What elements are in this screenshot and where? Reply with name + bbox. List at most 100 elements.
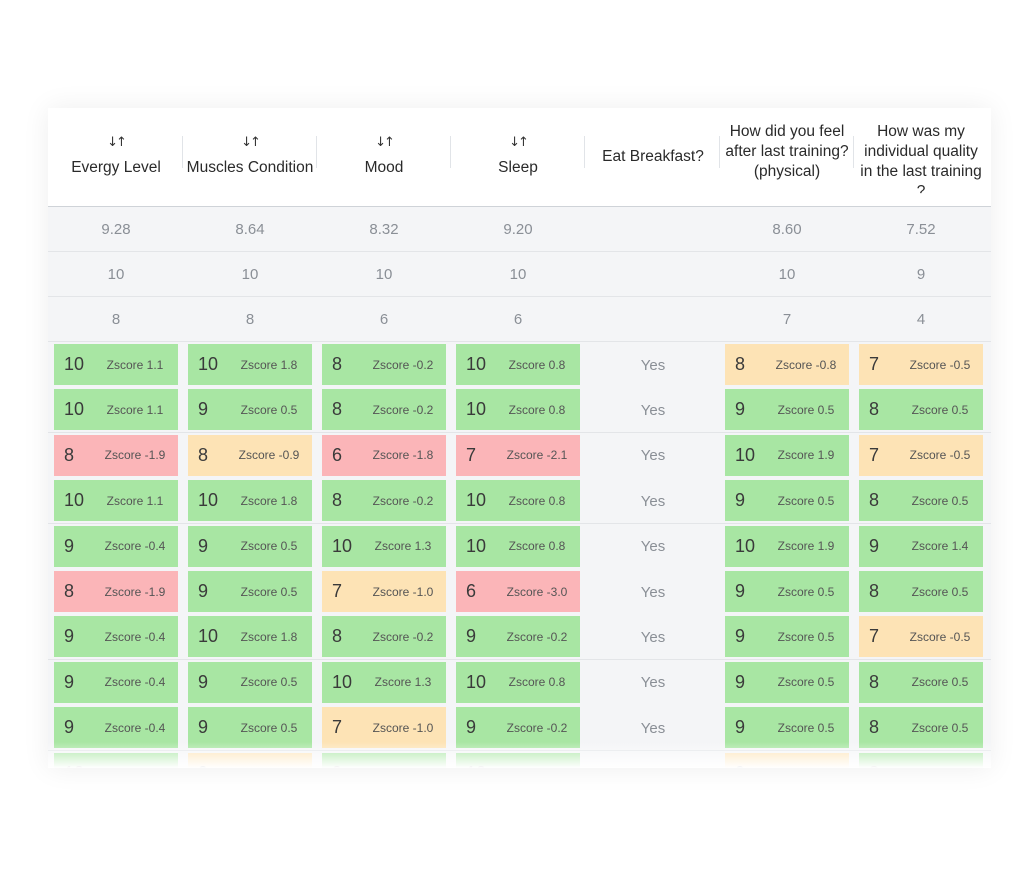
summary-cell: 10: [375, 266, 393, 283]
summary-cell: 8.60: [772, 221, 802, 238]
sort-arrows-icon[interactable]: ↓↑: [241, 135, 261, 150]
column-header[interactable]: ↓↑ Evergy Level: [49, 108, 183, 206]
column-divider: [316, 136, 317, 168]
breakfast-cell: Yes: [640, 674, 666, 692]
score-cell: 9 Zscore 0.5: [188, 571, 312, 612]
score-cell: 8 Zscore 0.5: [859, 480, 983, 522]
column-header: Eat Breakfast?: [586, 108, 720, 206]
score-value: 8: [198, 444, 209, 465]
zscore-label: Zscore 1.8: [240, 493, 298, 508]
column-header[interactable]: ↓↑ Muscles Condition: [183, 108, 317, 206]
summary-cell: 6: [513, 311, 523, 328]
table-header: ↓↑ Evergy Level ↓↑ Muscles Condition ↓↑ Mood ↓…: [48, 108, 991, 207]
score-cell: 7 Zscore -0.5: [859, 616, 983, 658]
score-cell: 9 Zscore -0.4: [54, 616, 178, 658]
score-cell: 9 Zscore 0.5: [725, 616, 849, 658]
score-cell: 8 Zscore -1.9: [54, 434, 178, 476]
zscore-label: Zscore 1.8: [240, 629, 298, 644]
score-cell: 8 Zscore -0.9: [188, 434, 312, 476]
score-value: 10: [332, 671, 353, 692]
score-value: 8: [869, 717, 880, 738]
column-header[interactable]: ↓↑ Sleep: [451, 108, 585, 206]
score-cell: 8 Zscore 0.5: [859, 661, 983, 703]
zscore-label: Zscore 0.8: [508, 402, 566, 417]
score-cell: 9 Zscore -0.4: [54, 661, 178, 703]
score-cell: 7 Zscore -0.5: [859, 344, 983, 385]
sort-arrows-icon[interactable]: ↓↑: [509, 135, 529, 150]
score-value: 9: [198, 581, 209, 601]
score-cell: 10 Zscore 1.8: [188, 344, 312, 385]
column-header[interactable]: ↓↑ Mood: [317, 108, 451, 206]
zscore-label: Zscore 0.5: [240, 720, 298, 735]
sort-arrows-icon[interactable]: ↓↑: [107, 135, 127, 150]
summary-cell: 8.64: [235, 221, 265, 238]
table-row: 10 Zscore 1.1 10 Zscore 1.8 8 Zscore -0.2 10 Zs…: [48, 478, 991, 525]
score-value: 10: [456, 763, 498, 768]
score-cell: 9 Zscore 0.5: [188, 525, 312, 567]
score-value: 9: [198, 717, 209, 738]
score-value: 8: [859, 763, 901, 768]
score-value: 8: [332, 626, 343, 647]
score-cell: 10: [456, 752, 580, 768]
score-value: 9: [466, 626, 477, 647]
score-cell: 10 Zscore 1.8: [188, 616, 312, 658]
zscore-label: Zscore 1.3: [374, 675, 432, 690]
zscore-label: Zscore -1.0: [372, 584, 434, 599]
score-value: 9: [198, 671, 209, 692]
score-value: 9: [64, 535, 75, 556]
score-value: 7: [332, 717, 343, 738]
zscore-label: Zscore -2.1: [506, 448, 568, 463]
score-cell: 10 Zscore 1.3: [322, 525, 446, 567]
zscore-label: Zscore -0.4: [104, 629, 166, 644]
table-row: 10 9 9 10 Yes 9 8: [48, 750, 991, 768]
table-row: 9 Zscore -0.4 9 Zscore 0.5 10 Zscore 1.3 10 Zsc…: [48, 523, 991, 570]
zscore-label: Zscore 0.8: [508, 357, 566, 372]
score-cell: 8 Zscore 0.5: [859, 571, 983, 612]
score-value: 9: [64, 671, 75, 692]
score-cell: 8 Zscore 0.5: [859, 389, 983, 431]
score-value: 9: [322, 763, 364, 768]
column-header-label: Sleep: [498, 159, 538, 176]
zscore-label: Zscore 0.5: [911, 675, 969, 690]
summary-row: 9.28 8.64 8.32 9.20 8.60 7.52: [48, 207, 991, 252]
score-cell: 9 Zscore 0.5: [725, 571, 849, 612]
score-value: 8: [332, 399, 343, 420]
score-value: 9: [64, 717, 75, 738]
score-cell: 9 Zscore 0.5: [725, 707, 849, 749]
column-header-label: Muscles Condition: [186, 159, 314, 176]
zscore-label: Zscore -0.2: [372, 402, 434, 417]
score-value: 10: [466, 399, 487, 420]
score-value: 10: [54, 763, 96, 768]
zscore-label: Zscore 0.5: [911, 493, 969, 508]
summary-cell: 7.52: [906, 221, 936, 238]
zscore-label: Zscore 1.4: [911, 539, 969, 554]
score-cell: 8 Zscore -0.2: [322, 389, 446, 431]
score-cell: 10 Zscore 1.9: [725, 525, 849, 567]
summary-cell: 4: [916, 311, 926, 328]
zscore-label: Zscore -1.9: [104, 584, 166, 599]
column-header: How was my individual quality in the las…: [854, 108, 988, 206]
score-cell: 9: [725, 752, 849, 768]
score-value: 10: [332, 535, 353, 556]
score-cell: 9 Zscore 0.5: [188, 661, 312, 703]
column-header: How did you feel after last training? (p…: [720, 108, 854, 206]
score-cell: 9: [188, 752, 312, 768]
score-cell: 10: [54, 752, 178, 768]
score-cell: 10 Zscore 0.8: [456, 661, 580, 703]
summary-cell: 10: [778, 266, 796, 283]
zscore-label: Zscore 1.1: [106, 357, 164, 372]
score-cell: 9 Zscore -0.4: [54, 707, 178, 749]
table-row: 9 Zscore -0.4 9 Zscore 0.5 7 Zscore -1.0 9 Zsco…: [48, 705, 991, 752]
score-value: 6: [466, 581, 477, 601]
breakfast-cell: Yes: [640, 583, 666, 601]
wellness-table-card: ↓↑ Evergy Level ↓↑ Muscles Condition ↓↑ Mood ↓…: [48, 108, 991, 768]
sort-arrows-icon[interactable]: ↓↑: [375, 135, 395, 150]
summary-cell: [591, 297, 715, 342]
score-value: 9: [735, 581, 746, 601]
zscore-label: Zscore 0.5: [777, 675, 835, 690]
score-cell: 9 Zscore -0.4: [54, 525, 178, 567]
zscore-label: Zscore -0.5: [909, 448, 971, 463]
zscore-label: Zscore -0.4: [104, 720, 166, 735]
breakfast-cell: Yes: [640, 628, 666, 646]
score-value: 8: [64, 581, 75, 601]
